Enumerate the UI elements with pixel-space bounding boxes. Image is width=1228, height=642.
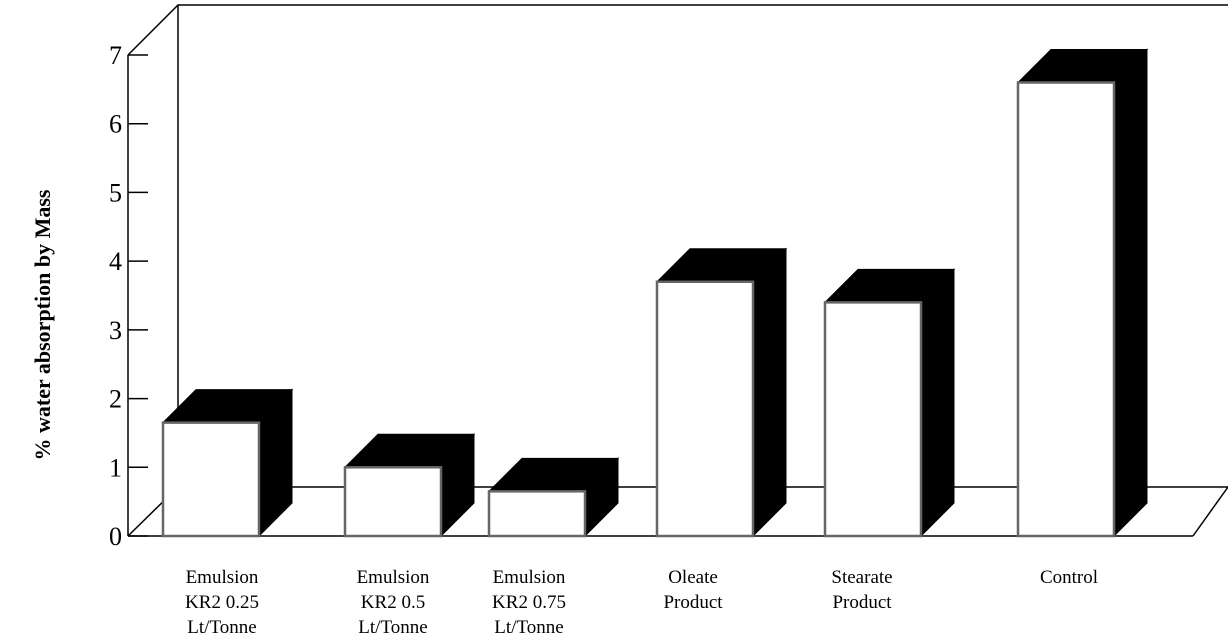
category-label: Stearate Product — [831, 567, 892, 613]
category-label-line: Stearate — [831, 567, 892, 588]
category-label-line: Emulsion — [186, 567, 259, 588]
bar-front-face — [1016, 81, 1116, 538]
bar-front-face — [161, 421, 261, 538]
y-tick-label: 0 — [109, 522, 122, 551]
category-labels: Emulsion KR2 0.25 Lt/Tonne Emulsion KR2 0.5 L… — [185, 567, 1098, 638]
category-label: Emulsion KR2 0.75 Lt/Tonne — [492, 567, 566, 638]
y-tick-label: 6 — [109, 110, 122, 139]
category-label: Control — [1040, 567, 1098, 588]
bar — [1016, 48, 1149, 538]
category-label-line: KR2 0.25 — [185, 592, 259, 613]
bar-side-face — [1113, 48, 1148, 538]
bars — [161, 48, 1149, 538]
y-tick-label: 4 — [109, 247, 122, 276]
bar — [161, 388, 294, 538]
bar — [343, 433, 476, 538]
y-tick-label: 7 — [109, 41, 122, 70]
category-label-line: Lt/Tonne — [187, 617, 256, 638]
category-label-line: KR2 0.75 — [492, 592, 566, 613]
category-label-line: Oleate — [668, 567, 718, 588]
category-label: Emulsion KR2 0.25 Lt/Tonne — [185, 567, 259, 638]
bar — [655, 247, 788, 538]
category-label: Oleate Product — [663, 567, 723, 613]
floor-right-edge — [1192, 486, 1228, 537]
category-label-line: Emulsion — [357, 567, 430, 588]
bar-side-face — [752, 247, 787, 538]
y-tick-label: 3 — [109, 316, 122, 345]
bar-front-face — [487, 490, 587, 538]
bar-front-face — [823, 301, 923, 538]
category-label-line: Lt/Tonne — [358, 617, 427, 638]
category-label-line: Control — [1040, 567, 1098, 588]
y-tick-label: 5 — [109, 178, 122, 207]
category-label: Emulsion KR2 0.5 Lt/Tonne — [357, 567, 430, 638]
bar-front-face — [343, 466, 443, 538]
category-label-line: Emulsion — [493, 567, 566, 588]
y-axis-title: % water absorption by Mass — [30, 189, 55, 460]
category-label-line: Product — [832, 592, 892, 613]
category-label-line: Product — [663, 592, 723, 613]
category-label-line: KR2 0.5 — [361, 592, 425, 613]
bar — [487, 457, 620, 538]
category-label-line: Lt/Tonne — [494, 617, 563, 638]
bar — [823, 268, 956, 538]
bar-side-face — [920, 268, 955, 538]
y-axis-ticks: 0 1 2 3 4 5 6 7 — [109, 41, 148, 551]
y-tick-label: 2 — [109, 385, 122, 414]
bar-front-face — [655, 280, 755, 538]
back-wall — [127, 4, 1228, 56]
y-tick-label: 1 — [109, 453, 122, 482]
